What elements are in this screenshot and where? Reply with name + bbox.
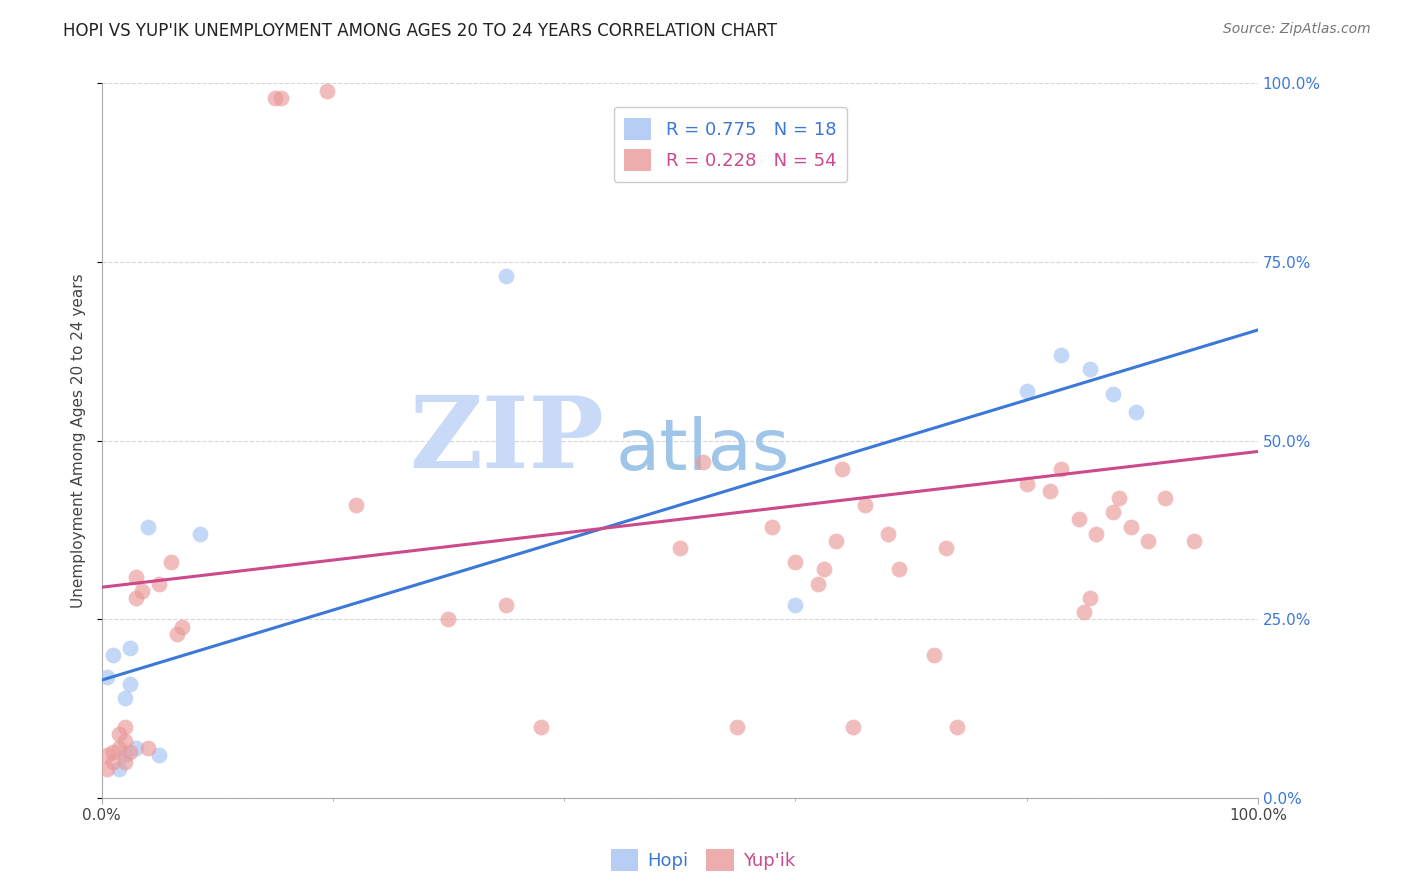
Point — [114, 720, 136, 734]
Point — [946, 720, 969, 734]
Point — [101, 648, 124, 662]
Point — [148, 576, 170, 591]
Legend: R = 0.775   N = 18, R = 0.228   N = 54: R = 0.775 N = 18, R = 0.228 N = 54 — [613, 107, 848, 181]
Point — [1050, 462, 1073, 476]
Point — [316, 84, 339, 98]
Point — [922, 648, 945, 662]
Point — [1084, 526, 1107, 541]
Point — [114, 748, 136, 763]
Point — [270, 91, 292, 105]
Point — [761, 519, 783, 533]
Legend: Hopi, Yup'ik: Hopi, Yup'ik — [605, 842, 801, 879]
Point — [1015, 384, 1038, 398]
Point — [1102, 505, 1125, 519]
Point — [1154, 491, 1177, 505]
Point — [842, 720, 865, 734]
Point — [264, 91, 287, 105]
Point — [437, 612, 460, 626]
Point — [101, 745, 124, 759]
Point — [114, 756, 136, 770]
Point — [172, 619, 194, 633]
Text: atlas: atlas — [616, 416, 790, 484]
Point — [120, 640, 142, 655]
Point — [108, 727, 131, 741]
Point — [1108, 491, 1130, 505]
Point — [692, 455, 714, 469]
Point — [1119, 519, 1142, 533]
Point — [668, 541, 690, 555]
Point — [136, 741, 159, 756]
Point — [96, 669, 118, 683]
Point — [131, 583, 153, 598]
Point — [125, 591, 148, 605]
Point — [344, 498, 367, 512]
Point — [1136, 533, 1159, 548]
Point — [96, 748, 118, 763]
Point — [125, 569, 148, 583]
Point — [813, 562, 835, 576]
Point — [1078, 591, 1101, 605]
Point — [785, 555, 807, 569]
Point — [1073, 605, 1095, 619]
Point — [160, 555, 183, 569]
Point — [1182, 533, 1205, 548]
Text: HOPI VS YUP'IK UNEMPLOYMENT AMONG AGES 20 TO 24 YEARS CORRELATION CHART: HOPI VS YUP'IK UNEMPLOYMENT AMONG AGES 2… — [63, 22, 778, 40]
Point — [125, 741, 148, 756]
Y-axis label: Unemployment Among Ages 20 to 24 years: Unemployment Among Ages 20 to 24 years — [72, 274, 86, 608]
Point — [1102, 387, 1125, 401]
Point — [120, 677, 142, 691]
Point — [1078, 362, 1101, 376]
Point — [853, 498, 876, 512]
Point — [1125, 405, 1147, 419]
Point — [114, 691, 136, 706]
Point — [785, 598, 807, 612]
Point — [495, 598, 517, 612]
Point — [831, 462, 853, 476]
Point — [120, 745, 142, 759]
Point — [136, 519, 159, 533]
Point — [530, 720, 553, 734]
Point — [727, 720, 749, 734]
Point — [1039, 483, 1062, 498]
Point — [495, 269, 517, 284]
Point — [96, 763, 118, 777]
Point — [108, 763, 131, 777]
Point — [876, 526, 898, 541]
Point — [935, 541, 957, 555]
Point — [807, 576, 830, 591]
Point — [1015, 476, 1038, 491]
Point — [166, 626, 188, 640]
Point — [108, 741, 131, 756]
Point — [824, 533, 846, 548]
Point — [1067, 512, 1090, 526]
Text: Source: ZipAtlas.com: Source: ZipAtlas.com — [1223, 22, 1371, 37]
Text: ZIP: ZIP — [409, 392, 605, 489]
Point — [889, 562, 911, 576]
Point — [188, 526, 211, 541]
Point — [114, 734, 136, 748]
Point — [101, 756, 124, 770]
Point — [148, 748, 170, 763]
Point — [1050, 348, 1073, 362]
